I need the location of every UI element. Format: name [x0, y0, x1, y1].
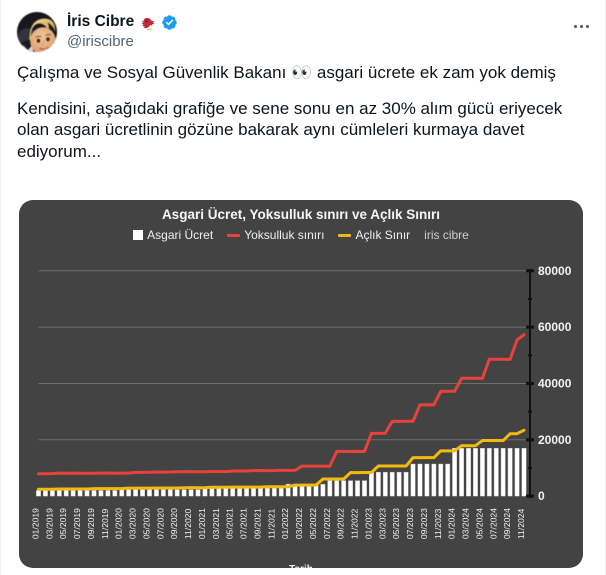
- svg-text:01/2022: 01/2022: [280, 508, 290, 539]
- svg-text:01/2019: 01/2019: [31, 508, 41, 539]
- svg-text:03/2022: 03/2022: [294, 508, 304, 539]
- svg-text:60000: 60000: [538, 320, 572, 334]
- svg-text:11/2019: 11/2019: [100, 508, 110, 539]
- svg-text:20000: 20000: [538, 433, 572, 447]
- svg-text:11/2021: 11/2021: [266, 508, 276, 539]
- svg-text:05/2021: 05/2021: [225, 508, 235, 539]
- svg-text:05/2019: 05/2019: [58, 508, 68, 539]
- svg-text:09/2023: 09/2023: [419, 508, 429, 539]
- svg-text:11/2022: 11/2022: [350, 508, 360, 539]
- svg-text:05/2023: 05/2023: [391, 508, 401, 539]
- svg-text:05/2020: 05/2020: [141, 508, 151, 539]
- svg-text:11/2024: 11/2024: [516, 508, 526, 539]
- svg-text:09/2020: 09/2020: [169, 508, 179, 539]
- svg-text:11/2023: 11/2023: [433, 508, 443, 539]
- svg-text:09/2019: 09/2019: [86, 508, 96, 539]
- svg-text:07/2019: 07/2019: [72, 508, 82, 539]
- svg-text:05/2022: 05/2022: [308, 508, 318, 539]
- svg-text:0: 0: [538, 489, 545, 503]
- svg-text:80000: 80000: [538, 264, 572, 278]
- svg-text:11/2020: 11/2020: [183, 508, 193, 539]
- svg-text:03/2021: 03/2021: [211, 508, 221, 539]
- svg-text:01/2020: 01/2020: [114, 508, 124, 539]
- svg-text:01/2023: 01/2023: [363, 508, 373, 539]
- svg-text:09/2022: 09/2022: [336, 508, 346, 539]
- svg-text:01/2021: 01/2021: [197, 508, 207, 539]
- svg-text:07/2024: 07/2024: [488, 508, 498, 539]
- svg-text:09/2021: 09/2021: [252, 508, 262, 539]
- svg-text:40000: 40000: [538, 376, 572, 390]
- svg-text:03/2023: 03/2023: [377, 508, 387, 539]
- svg-text:09/2024: 09/2024: [502, 508, 512, 539]
- svg-text:07/2021: 07/2021: [239, 508, 249, 539]
- svg-text:07/2020: 07/2020: [155, 508, 165, 539]
- svg-text:01/2024: 01/2024: [447, 508, 457, 539]
- svg-text:07/2022: 07/2022: [322, 508, 332, 539]
- svg-text:03/2020: 03/2020: [128, 508, 138, 539]
- svg-text:07/2023: 07/2023: [405, 508, 415, 539]
- svg-text:03/2019: 03/2019: [44, 508, 54, 539]
- svg-text:03/2024: 03/2024: [461, 508, 471, 539]
- svg-text:05/2024: 05/2024: [474, 508, 484, 539]
